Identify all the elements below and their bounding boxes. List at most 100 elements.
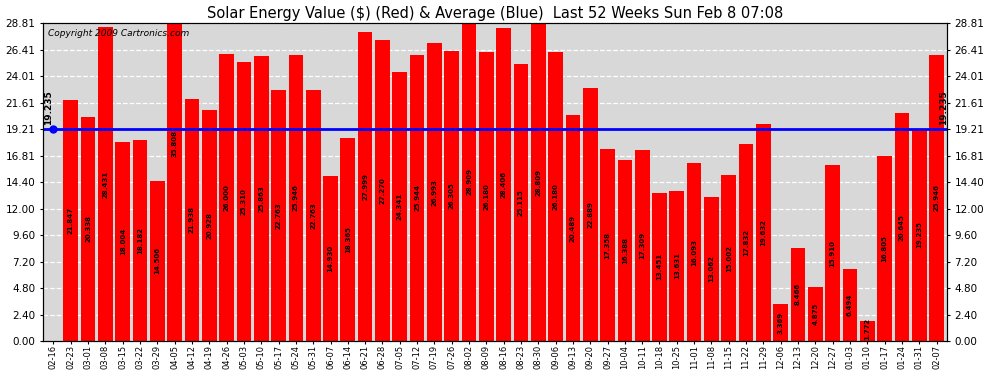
Text: 8.466: 8.466: [795, 283, 801, 305]
Bar: [375, 40, 390, 341]
Bar: [323, 176, 338, 341]
Text: 25.863: 25.863: [258, 185, 264, 212]
Bar: [445, 51, 459, 341]
Text: 1.772: 1.772: [864, 318, 870, 340]
Bar: [81, 117, 95, 341]
Text: 28.809: 28.809: [536, 169, 542, 196]
Bar: [167, 0, 182, 341]
Bar: [739, 144, 753, 341]
Bar: [791, 248, 806, 341]
Text: 26.993: 26.993: [432, 178, 438, 206]
Text: 20.489: 20.489: [570, 214, 576, 242]
Text: 6.494: 6.494: [847, 294, 853, 316]
Text: 17.309: 17.309: [640, 232, 645, 259]
Text: 15.002: 15.002: [726, 245, 732, 272]
Title: Solar Energy Value ($) (Red) & Average (Blue)  Last 52 Weeks Sun Feb 8 07:08: Solar Energy Value ($) (Red) & Average (…: [207, 6, 783, 21]
Text: 25.946: 25.946: [934, 184, 940, 211]
Bar: [808, 287, 823, 341]
Bar: [461, 22, 476, 341]
Bar: [427, 43, 442, 341]
Bar: [133, 140, 148, 341]
Text: 20.645: 20.645: [899, 214, 905, 240]
Text: 17.832: 17.832: [743, 229, 749, 256]
Text: 17.358: 17.358: [605, 232, 611, 259]
Bar: [773, 304, 788, 341]
Text: 24.341: 24.341: [397, 193, 403, 220]
Bar: [357, 32, 372, 341]
Bar: [514, 64, 529, 341]
Text: Copyright 2009 Cartronics.com: Copyright 2009 Cartronics.com: [48, 30, 189, 39]
Text: 18.004: 18.004: [120, 228, 126, 255]
Bar: [652, 193, 667, 341]
Text: 18.365: 18.365: [345, 226, 350, 253]
Text: 26.180: 26.180: [552, 183, 558, 210]
Text: 21.847: 21.847: [67, 207, 74, 234]
Bar: [184, 99, 199, 341]
Text: 13.062: 13.062: [709, 255, 715, 282]
Text: 22.763: 22.763: [310, 202, 316, 229]
Text: 28.909: 28.909: [466, 168, 472, 195]
Text: 19.632: 19.632: [760, 219, 766, 246]
Bar: [237, 62, 251, 341]
Text: 3.369: 3.369: [778, 311, 784, 333]
Bar: [704, 197, 719, 341]
Text: 16.805: 16.805: [882, 235, 888, 262]
Text: 25.946: 25.946: [293, 184, 299, 211]
Text: 19.235: 19.235: [939, 91, 948, 126]
Text: 26.000: 26.000: [224, 184, 230, 211]
Text: 28.431: 28.431: [102, 171, 108, 198]
Bar: [341, 138, 355, 341]
Bar: [98, 27, 113, 341]
Text: 13.631: 13.631: [674, 252, 680, 279]
Text: 22.889: 22.889: [587, 201, 593, 228]
Bar: [912, 129, 927, 341]
Text: 4.875: 4.875: [813, 303, 819, 325]
Text: 16.388: 16.388: [622, 237, 628, 264]
Bar: [756, 124, 771, 341]
Text: 14.930: 14.930: [328, 245, 334, 272]
Bar: [253, 56, 268, 341]
Bar: [202, 110, 217, 341]
Text: 14.506: 14.506: [154, 248, 160, 274]
Text: 35.808: 35.808: [171, 130, 177, 157]
Text: 20.338: 20.338: [85, 215, 91, 242]
Bar: [842, 269, 857, 341]
Text: 15.910: 15.910: [830, 240, 836, 267]
Bar: [63, 100, 78, 341]
Bar: [722, 176, 737, 341]
Text: 26.180: 26.180: [483, 183, 489, 210]
Text: 22.763: 22.763: [275, 202, 281, 229]
Bar: [410, 55, 425, 341]
Bar: [496, 28, 511, 341]
Bar: [288, 55, 303, 341]
Bar: [583, 88, 598, 341]
Bar: [531, 23, 545, 341]
Bar: [618, 160, 633, 341]
Bar: [479, 52, 494, 341]
Text: 26.305: 26.305: [448, 183, 454, 209]
Bar: [635, 150, 649, 341]
Bar: [877, 156, 892, 341]
Text: 25.944: 25.944: [414, 184, 420, 211]
Bar: [306, 90, 321, 341]
Text: 18.182: 18.182: [137, 227, 143, 254]
Bar: [669, 190, 684, 341]
Bar: [600, 150, 615, 341]
Bar: [548, 52, 563, 341]
Bar: [271, 90, 286, 341]
Bar: [895, 113, 909, 341]
Bar: [219, 54, 234, 341]
Bar: [826, 165, 840, 341]
Text: 13.451: 13.451: [656, 253, 662, 280]
Bar: [930, 55, 943, 341]
Text: 25.115: 25.115: [518, 189, 524, 216]
Text: 25.310: 25.310: [241, 188, 247, 215]
Text: 28.406: 28.406: [501, 171, 507, 198]
Text: 19.235: 19.235: [44, 91, 52, 126]
Bar: [687, 164, 702, 341]
Bar: [565, 115, 580, 341]
Bar: [392, 72, 407, 341]
Text: 16.093: 16.093: [691, 239, 697, 266]
Text: 21.938: 21.938: [189, 207, 195, 234]
Text: 20.928: 20.928: [206, 212, 212, 239]
